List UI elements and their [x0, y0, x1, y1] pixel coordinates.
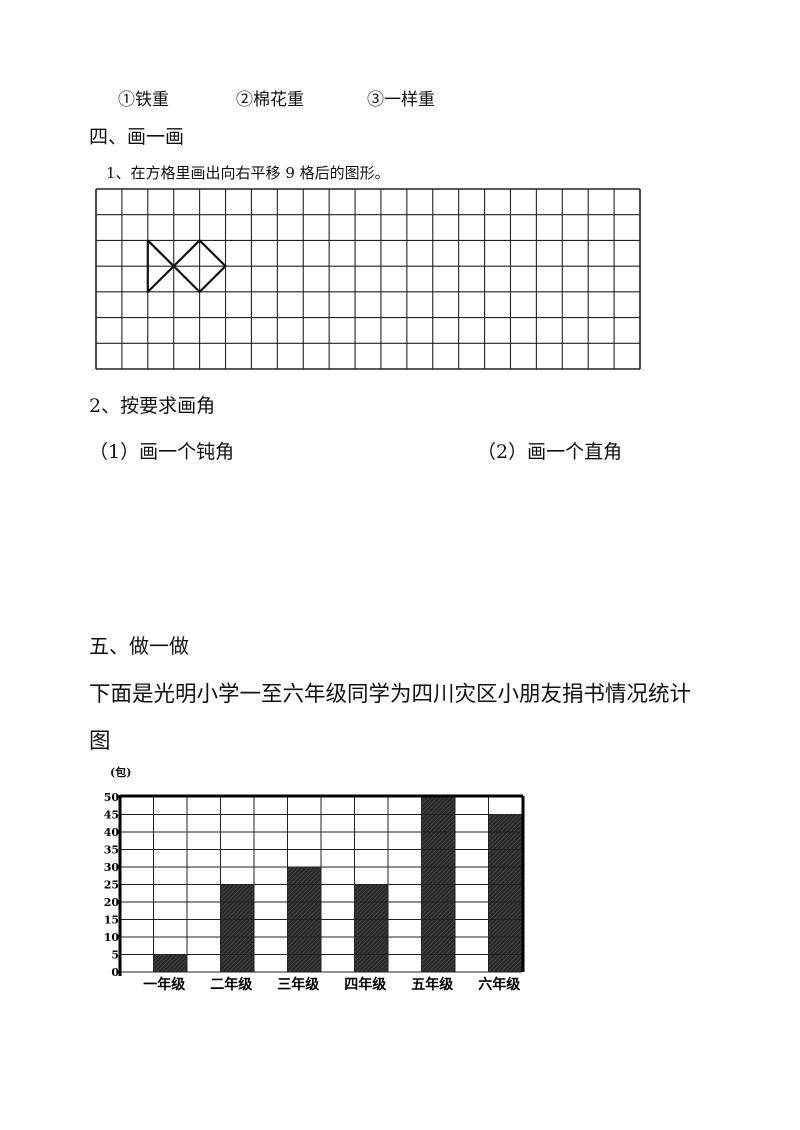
- y-tick-label: 20: [104, 896, 120, 909]
- y-tick-label: 5: [111, 949, 119, 962]
- bar-2: [220, 884, 254, 972]
- choice-1: ①铁重: [118, 90, 169, 110]
- y-tick-label: 50: [104, 791, 120, 804]
- bar-4: [354, 884, 388, 972]
- bar-6: [488, 814, 522, 972]
- question-2: 2、按要求画角: [89, 395, 216, 417]
- y-tick-label: 45: [104, 809, 119, 822]
- y-tick-label: 35: [104, 844, 119, 857]
- y-tick-label: 15: [104, 914, 119, 927]
- x-category-label: 二年级: [210, 976, 253, 993]
- section4-title: 四、画一画: [89, 126, 185, 148]
- y-tick-label: 10: [104, 931, 120, 944]
- y-tick-label: 0: [111, 966, 119, 979]
- question-2b: （2）画一个直角: [477, 441, 623, 463]
- question-1: 1、在方格里画出向右平移 9 格后的图形。: [106, 164, 390, 182]
- section5-title: 五、做一做: [89, 634, 189, 658]
- y-tick-label: 40: [104, 826, 120, 839]
- x-category-label: 四年级: [344, 976, 387, 993]
- section5-description: 下面是光明小学一至六年级同学为四川灾区小朋友捐书情况统计: [89, 682, 692, 707]
- bar-1: [153, 954, 187, 972]
- choice-3: ③一样重: [367, 90, 435, 110]
- chart-y-unit: (包): [110, 766, 132, 779]
- y-tick-label: 30: [104, 861, 120, 874]
- choice-2: ②棉花重: [236, 90, 304, 110]
- x-category-label: 六年级: [478, 976, 521, 993]
- question-2a: （1）画一个钝角: [89, 441, 235, 463]
- y-tick-label: 25: [104, 879, 119, 892]
- x-category-label: 五年级: [411, 976, 454, 993]
- x-category-label: 一年级: [143, 976, 186, 993]
- section5-description-cont: 图: [89, 729, 111, 754]
- x-category-label: 三年级: [277, 976, 320, 993]
